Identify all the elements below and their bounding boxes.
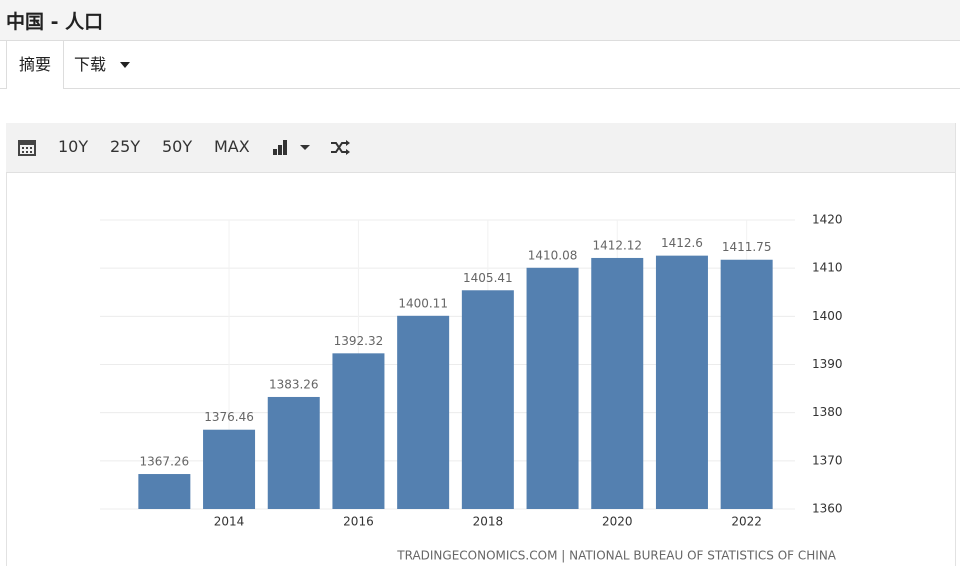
- shuffle-icon[interactable]: [330, 139, 350, 156]
- toolbar: 10Y 25Y 50Y MAX: [6, 123, 955, 173]
- chart-panel: [6, 123, 956, 566]
- tab-bar: 摘要 下载: [0, 41, 960, 89]
- tab[interactable]: 下载: [74, 41, 131, 88]
- calendar-icon[interactable]: [18, 139, 36, 156]
- tab[interactable]: 摘要: [6, 41, 64, 89]
- range-button[interactable]: 50Y: [162, 137, 193, 156]
- chart-type-icon[interactable]: [272, 139, 312, 156]
- tab-label[interactable]: 下载: [74, 55, 107, 74]
- title-bar: 中国 - 人口: [0, 0, 960, 41]
- range-button[interactable]: 10Y: [58, 137, 89, 156]
- range-button[interactable]: 25Y: [110, 137, 141, 156]
- range-button[interactable]: MAX: [214, 137, 250, 156]
- dropdown-caret: [120, 62, 131, 68]
- page-title: 中国 - 人口: [6, 11, 104, 33]
